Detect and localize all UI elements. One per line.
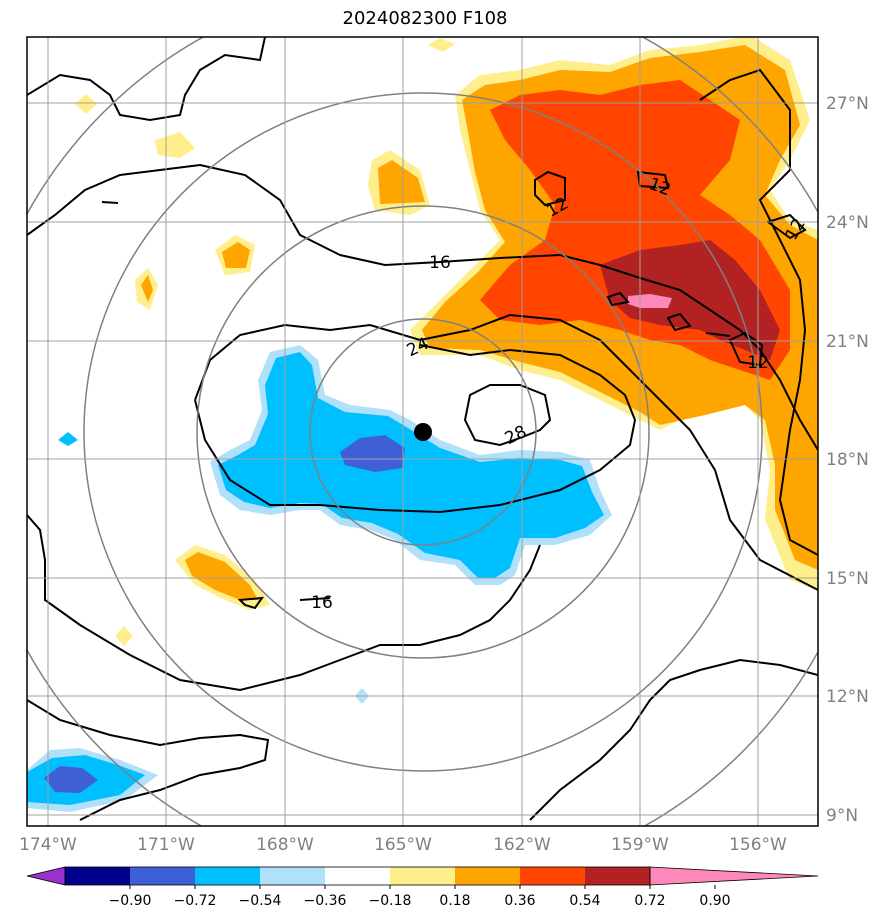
colorbar: −0.90 −0.72 −0.54 −0.36 −0.18 0.18 0.36 0.54 0.7…: [26, 866, 819, 909]
lon-label-168w: 168°W: [256, 835, 314, 855]
colorbar-swatch: [260, 867, 325, 885]
contour-mini-2: [606, 291, 630, 307]
positive-patch-f: [428, 38, 455, 52]
contour-24: [194, 313, 818, 591]
lon-label-171w: 171°W: [137, 835, 195, 855]
contour-small-16: [237, 596, 265, 610]
lon-label-162w: 162°W: [493, 835, 551, 855]
colorbar-tick-label: 0.90: [699, 893, 730, 909]
lat-label-18n: 18°N: [826, 450, 869, 470]
lat-label-21n: 21°N: [826, 332, 869, 352]
lon-label-156w: 156°W: [729, 835, 787, 855]
map-frame: [26, 36, 819, 827]
colorbar-swatch: [195, 867, 260, 885]
colorbar-swatch: [455, 867, 520, 885]
contour-28: [463, 384, 552, 447]
lat-label-15n: 15°N: [826, 569, 869, 589]
colorbar-swatch: [65, 867, 130, 885]
colorbar-swatch: [325, 867, 390, 885]
contour-label-12c: 12: [747, 353, 769, 373]
positive-patch-g-core: [185, 552, 258, 600]
colorbar-tick-label: 0.36: [504, 893, 535, 909]
colorbar-tick-label: −0.54: [239, 893, 282, 909]
colorbar-swatch: [520, 867, 585, 885]
colorbar-swatch: [585, 867, 650, 885]
contour-label-16b: 16: [311, 593, 333, 613]
colorbar-arrow-right: [649, 866, 819, 886]
contour-mini-3: [666, 312, 692, 332]
contour-small-west: [299, 597, 331, 601]
negative-anomaly-cyan: [218, 352, 604, 578]
contour-mini-5: [765, 213, 807, 240]
contour-label-16: 16: [429, 253, 451, 273]
contour-12a: [534, 170, 566, 207]
positive-anomaly-pink: [628, 294, 672, 308]
colorbar-swatch: [390, 867, 455, 885]
colorbar-arrow-left: [26, 866, 66, 886]
contour-southwest: [27, 699, 270, 821]
positive-anomaly-darkred: [600, 240, 780, 360]
contour-16: [27, 163, 818, 451]
positive-patch-b-core: [222, 242, 250, 268]
colorbar-tick-label: −0.36: [304, 893, 347, 909]
negative-patch-a: [58, 432, 78, 446]
lat-label-24n: 24°N: [826, 213, 869, 233]
positive-patch-d-core: [141, 275, 153, 302]
colorbar-frame: [64, 866, 651, 886]
lat-label-9n: 9°N: [826, 806, 858, 826]
range-rings: [27, 37, 818, 826]
contour-mini-1: [101, 201, 119, 204]
colorbar-tick-label: 0.54: [569, 893, 600, 909]
negative-anomaly-blue: [340, 435, 405, 472]
lon-label-165w: 165°W: [374, 835, 432, 855]
contour-south: [529, 658, 818, 821]
colorbar-swatch: [130, 867, 195, 885]
contour-24-inner: [194, 344, 637, 514]
contour-12c: [728, 331, 764, 367]
contour-mini-4: [705, 332, 731, 337]
graticule: [27, 37, 818, 826]
colorbar-tick-label: −0.90: [109, 893, 152, 909]
storm-center-marker: [414, 423, 432, 441]
positive-patch-c: [155, 132, 195, 158]
lon-label-159w: 159°W: [611, 835, 669, 855]
positive-patch-e: [75, 94, 97, 114]
contour-north: [27, 37, 266, 122]
colorbar-tick-label: −0.18: [369, 893, 412, 909]
map-title: 2024082300 F108: [342, 8, 508, 29]
positive-patch-a-core: [378, 160, 425, 204]
contour-12b: [636, 170, 670, 190]
lat-label-12n: 12°N: [826, 687, 869, 707]
lat-label-27n: 27°N: [826, 94, 869, 114]
positive-patch-h: [115, 626, 133, 646]
colorbar-tick-label: 0.18: [439, 893, 470, 909]
colorbar-tick-label: 0.72: [634, 893, 665, 909]
colorbar-tick-label: −0.72: [174, 893, 217, 909]
lon-label-174w: 174°W: [19, 835, 77, 855]
contour-outer-west: [27, 514, 541, 692]
contour-east-1: [699, 68, 818, 556]
negative-anomaly-sw-blue: [44, 766, 98, 793]
